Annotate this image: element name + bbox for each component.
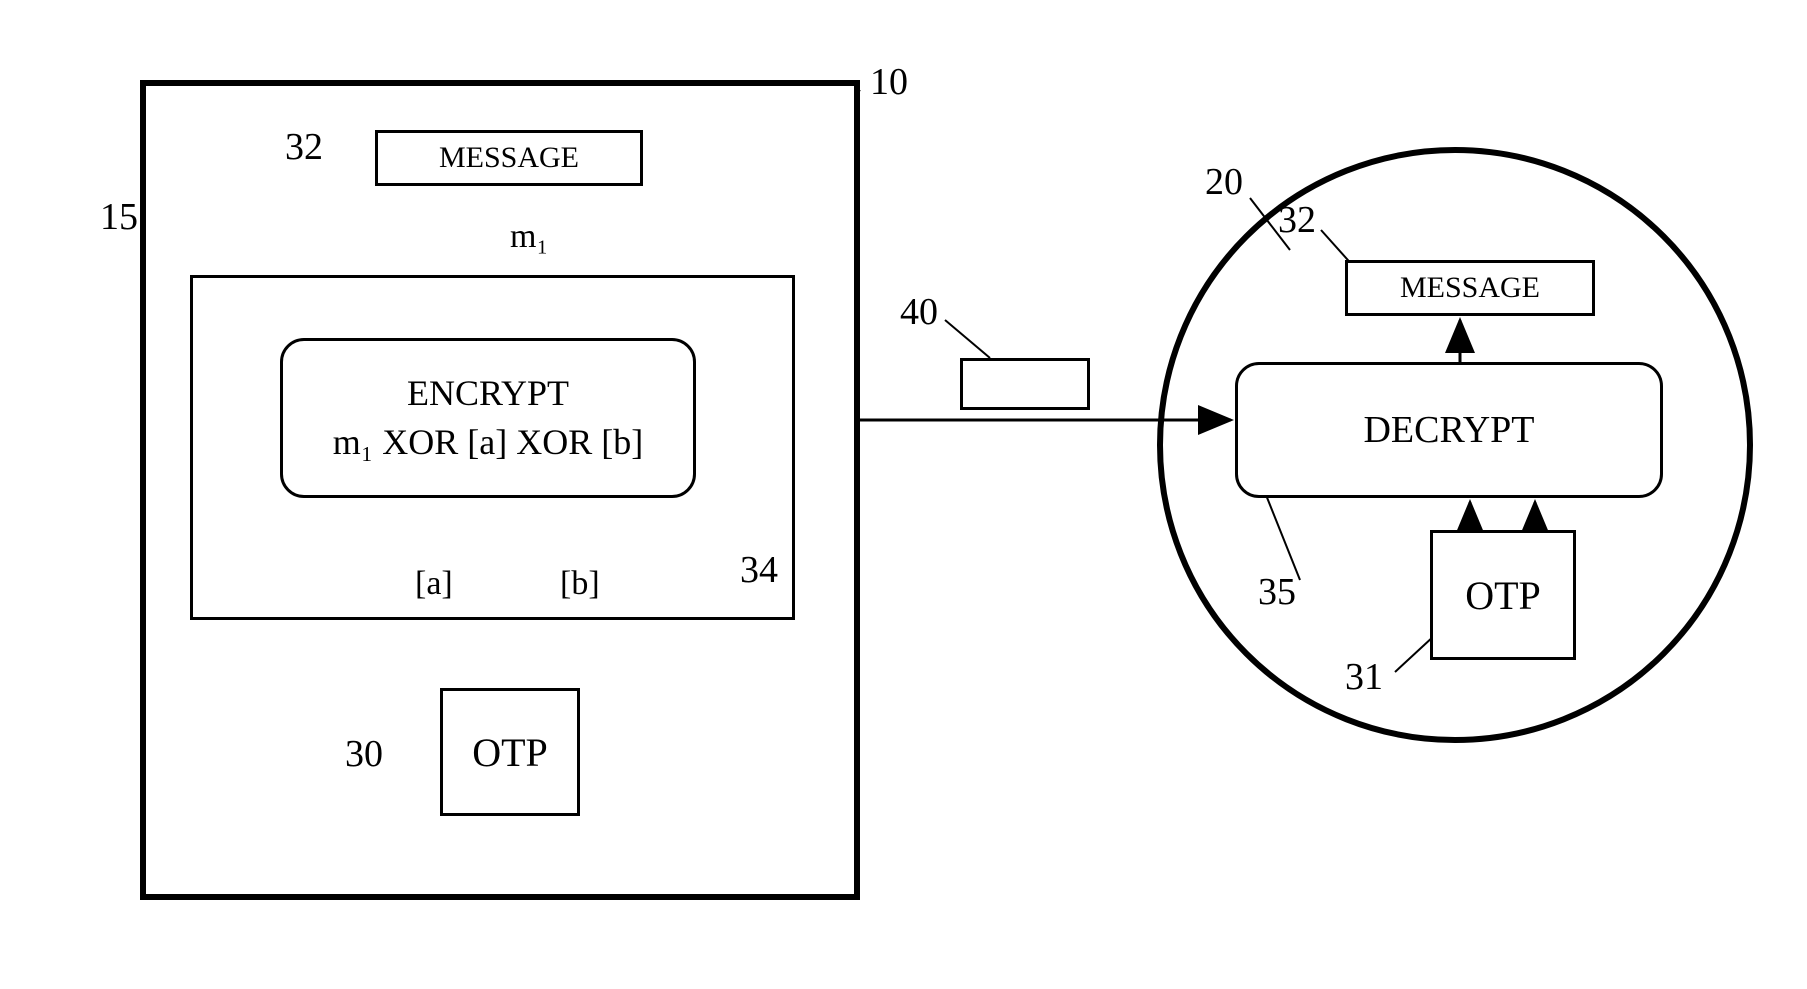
decrypt-label: DECRYPT — [1363, 408, 1534, 452]
ref-32-rx: 32 — [1278, 198, 1316, 242]
ref-40: 40 — [900, 290, 938, 334]
channel-box — [960, 358, 1090, 410]
ref-31: 31 — [1345, 655, 1383, 699]
ref-20: 20 — [1205, 160, 1243, 204]
edge-label-b: [b] — [560, 565, 600, 603]
otp-flowchart: MESSAGE ENCRYPT m₁ XOR [a] XOR [b] OTP M… — [0, 0, 1807, 989]
ref-15: 15 — [100, 195, 138, 239]
ref-32-tx: 32 — [285, 125, 323, 169]
decrypt-box: DECRYPT — [1235, 362, 1663, 498]
encrypt-label-line1: ENCRYPT — [407, 369, 569, 418]
otp-rx-box: OTP — [1430, 530, 1576, 660]
otp-rx-label: OTP — [1465, 572, 1541, 619]
message-tx-label: MESSAGE — [439, 141, 579, 175]
message-rx-box: MESSAGE — [1345, 260, 1595, 316]
ref-35: 35 — [1258, 570, 1296, 614]
encrypt-box: ENCRYPT m₁ XOR [a] XOR [b] — [280, 338, 696, 498]
otp-tx-box: OTP — [440, 688, 580, 816]
ref-10: 10 — [870, 60, 908, 104]
ref-30: 30 — [345, 732, 383, 776]
edge-label-m1: m₁ — [510, 218, 548, 256]
ref-34: 34 — [740, 548, 778, 592]
message-tx-box: MESSAGE — [375, 130, 643, 186]
encrypt-label-line2: m₁ XOR [a] XOR [b] — [333, 418, 644, 467]
otp-tx-label: OTP — [472, 729, 548, 776]
edge-label-a: [a] — [415, 565, 453, 603]
message-rx-label: MESSAGE — [1400, 271, 1540, 305]
